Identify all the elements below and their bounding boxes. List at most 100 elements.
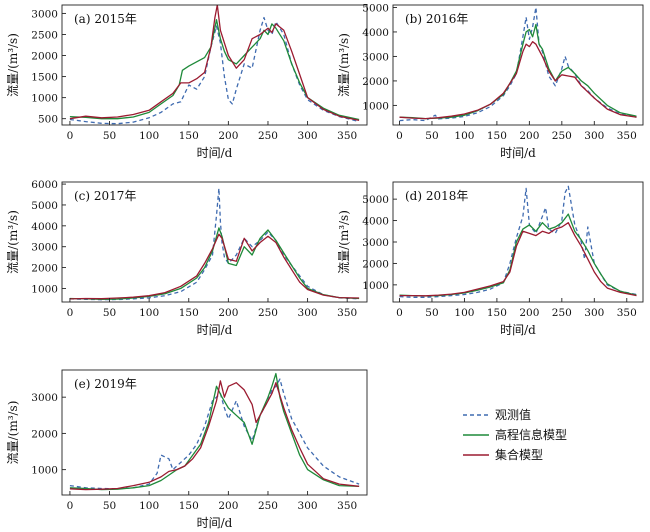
x-tick-label: 150 xyxy=(179,500,199,512)
x-tick-label: 300 xyxy=(298,500,318,512)
x-tick-label: 200 xyxy=(218,500,238,512)
x-axis-label: 时间/d xyxy=(197,516,233,530)
x-tick-label: 300 xyxy=(584,307,604,319)
x-tick-label: 50 xyxy=(103,130,116,142)
series-line-ensemble xyxy=(69,5,360,122)
panel-title: (e) 2019年 xyxy=(74,377,137,391)
x-tick-label: 350 xyxy=(337,130,357,142)
y-tick-label: 1000 xyxy=(31,465,58,477)
series-line-elevation xyxy=(69,19,360,121)
series-line-ensemble xyxy=(399,222,637,297)
x-tick-label: 50 xyxy=(425,307,438,319)
y-tick-label: 500 xyxy=(38,114,58,126)
series-line-ensemble xyxy=(399,41,637,120)
panel-title: (a) 2015年 xyxy=(74,12,137,26)
x-tick-label: 350 xyxy=(337,500,357,512)
x-axis-label: 时间/d xyxy=(500,323,536,337)
x-tick-label: 0 xyxy=(67,500,74,512)
series-line-elevation xyxy=(69,372,360,491)
plot-frame xyxy=(392,4,644,126)
y-axis-label: 流量/(m³/s) xyxy=(6,210,20,274)
chart-panel-0: 0 50 100 150 200 250 300 350 500 1000 1500 2000 2500… xyxy=(6,4,368,160)
y-tick-label: 4000 xyxy=(362,27,389,39)
x-tick-label: 350 xyxy=(617,130,637,142)
x-tick-label: 100 xyxy=(454,307,474,319)
x-tick-label: 250 xyxy=(552,307,572,319)
y-axis-label: 流量/(m³/s) xyxy=(6,401,20,465)
chart-panel-4: 0 50 100 150 200 250 300 350 1000 2000 3000 (e) 201… xyxy=(6,369,368,530)
chart-panels: 0 50 100 150 200 250 300 3505001000150020002500… xyxy=(6,2,644,530)
plot-frame xyxy=(61,181,368,303)
panel-title: (c) 2017年 xyxy=(74,189,136,203)
x-tick-label: 200 xyxy=(519,307,539,319)
x-tick-label: 200 xyxy=(519,130,539,142)
series-line-observed xyxy=(399,185,637,298)
x-tick-label: 300 xyxy=(298,130,318,142)
y-tick-label: 1000 xyxy=(31,283,58,295)
x-tick-label: 0 xyxy=(396,130,403,142)
y-tick-label: 2500 xyxy=(31,29,58,41)
y-axis-label: 流量/(m³/s) xyxy=(337,210,351,274)
plot-frame xyxy=(61,369,368,496)
x-tick-label: 50 xyxy=(425,130,438,142)
x-tick-label: 250 xyxy=(258,130,278,142)
y-tick-label: 2000 xyxy=(362,76,389,88)
x-tick-label: 300 xyxy=(584,130,604,142)
y-tick-label: 6000 xyxy=(31,179,58,191)
x-tick-label: 50 xyxy=(103,500,116,512)
x-tick-label: 0 xyxy=(396,307,403,319)
series-line-ensemble xyxy=(69,233,360,300)
series-line-elevation xyxy=(399,213,637,297)
x-tick-label: 150 xyxy=(487,130,507,142)
y-tick-label: 4000 xyxy=(31,221,58,233)
x-tick-label: 0 xyxy=(67,130,74,142)
panel-title: (d) 2018年 xyxy=(405,189,468,203)
x-tick-label: 200 xyxy=(218,307,238,319)
legend-label-elevation: 高程信息模型 xyxy=(495,427,567,442)
y-tick-label: 5000 xyxy=(31,200,58,212)
x-tick-label: 50 xyxy=(103,307,116,319)
y-tick-label: 1000 xyxy=(362,100,389,112)
y-tick-label: 3000 xyxy=(31,392,58,404)
y-tick-label: 2000 xyxy=(31,428,58,440)
y-axis-label: 流量/(m³/s) xyxy=(337,33,351,97)
x-tick-label: 350 xyxy=(617,307,637,319)
panel-title: (b) 2016年 xyxy=(405,12,468,26)
y-tick-label: 2000 xyxy=(31,263,58,275)
x-tick-label: 200 xyxy=(218,130,238,142)
y-tick-label: 3000 xyxy=(31,8,58,20)
y-tick-label: 4000 xyxy=(362,216,389,228)
x-tick-label: 100 xyxy=(454,130,474,142)
y-tick-label: 5000 xyxy=(362,194,389,206)
x-axis-label: 时间/d xyxy=(197,146,233,160)
x-axis-label: 时间/d xyxy=(500,146,536,160)
y-tick-label: 2000 xyxy=(31,51,58,63)
x-tick-label: 250 xyxy=(258,500,278,512)
series-line-ensemble xyxy=(69,380,360,491)
x-tick-label: 250 xyxy=(258,307,278,319)
series-line-observed xyxy=(69,16,360,125)
x-tick-label: 350 xyxy=(337,307,357,319)
y-tick-label: 3000 xyxy=(31,242,58,254)
x-axis-label: 时间/d xyxy=(197,323,233,337)
x-tick-label: 300 xyxy=(298,307,318,319)
series-line-observed xyxy=(69,187,360,301)
x-tick-label: 250 xyxy=(552,130,572,142)
chart-panel-3: 0 50 100 150 200 250 300 350 1000 2000 3000 4000 500… xyxy=(337,181,644,337)
y-tick-label: 2000 xyxy=(362,258,389,270)
y-tick-label: 1500 xyxy=(31,72,58,84)
y-tick-label: 3000 xyxy=(362,51,389,63)
y-axis-label: 流量/(m³/s) xyxy=(6,33,20,97)
y-tick-label: 1000 xyxy=(362,280,389,292)
plot-frame xyxy=(61,4,368,126)
x-tick-label: 150 xyxy=(487,307,507,319)
x-tick-label: 150 xyxy=(179,130,199,142)
x-tick-label: 150 xyxy=(179,307,199,319)
chart-panel-1: 0 50 100 150 200 250 300 350 1000 2000 3000 4000 500… xyxy=(337,2,644,160)
x-tick-label: 0 xyxy=(67,307,74,319)
legend-label-observed: 观测值 xyxy=(495,407,531,422)
y-tick-label: 1000 xyxy=(31,93,58,105)
x-tick-label: 100 xyxy=(139,130,159,142)
